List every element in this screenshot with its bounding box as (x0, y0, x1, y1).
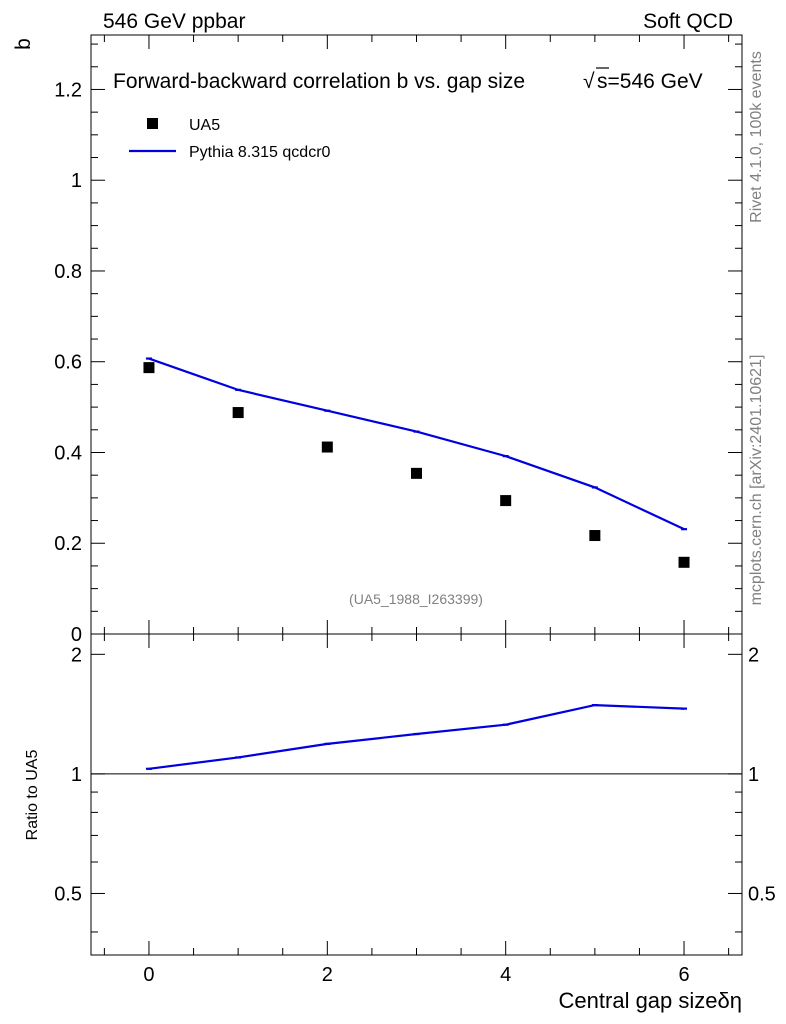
pythia-series (145, 357, 688, 531)
ratio-y-tick-label-right-1: 1 (748, 764, 759, 786)
y-tick-label-0.4: 0.4 (54, 442, 82, 464)
ratio-y-tick-label-right-2: 2 (748, 644, 759, 666)
x-axis-label-text: Central gap size (559, 988, 718, 1013)
x-tick-label-2: 2 (322, 964, 333, 986)
y-tick-label-0: 0 (71, 624, 82, 646)
rivet-version-label: Rivet 4.1.0, 100k events (748, 51, 765, 223)
ua5-point (143, 362, 155, 374)
pythia-line (148, 357, 685, 531)
header-left-label: 546 GeV ppbar (103, 10, 245, 33)
analysis-watermark: (UA5_1988_I263399) (349, 591, 483, 607)
ua5-point (411, 467, 422, 479)
chart-title-energy: s=546 GeV (597, 70, 703, 93)
ratio-series (145, 703, 688, 770)
ratio-y-tick-label-1: 1 (71, 764, 82, 786)
sqrt-sign: √ (583, 70, 595, 93)
chart-title-text: Forward-backward correlation b vs. gap s… (113, 70, 525, 93)
ua5-point (589, 530, 601, 542)
y-tick-label-0.8: 0.8 (54, 261, 82, 283)
ua5-point (232, 407, 244, 419)
main-y-axis-label: b (12, 38, 35, 50)
x-axis-label-symbol: δη (718, 988, 742, 1013)
y-tick-label-1: 1 (71, 170, 82, 192)
mcplots-label: mcplots.cern.ch [arXiv:2401.10621] (748, 355, 765, 606)
x-tick-label-4: 4 (500, 964, 511, 986)
ua5-series (143, 362, 690, 568)
chart-title: Forward-backward correlation b vs. gap s… (113, 70, 525, 93)
x-axis-label: Central gap sizeδη (559, 988, 742, 1013)
ratio-y-tick-label-2: 2 (71, 644, 82, 666)
y-tick-label-0.2: 0.2 (54, 533, 82, 555)
legend-label-pythia: Pythia 8.315 qcdcr0 (189, 144, 331, 161)
ratio-plot-frame (90, 633, 743, 956)
ratio-axis-ticks (91, 634, 742, 955)
ratio-line (148, 703, 685, 770)
ua5-point (678, 556, 690, 568)
y-tick-label-1.2: 1.2 (54, 79, 82, 101)
legend-marker-ua5 (147, 118, 158, 129)
ratio-y-axis-label: Ratio to UA5 (24, 750, 41, 841)
ua5-point (321, 441, 333, 453)
ua5-point (500, 495, 512, 507)
header-right-label: Soft QCD (643, 10, 733, 33)
ratio-y-tick-label-right-0.5: 0.5 (748, 883, 776, 905)
x-tick-label-6: 6 (678, 964, 689, 986)
y-tick-label-0.6: 0.6 (54, 352, 82, 374)
main-axis-ticks (91, 35, 742, 635)
legend-label-ua5: UA5 (189, 117, 220, 134)
ratio-y-tick-label-0.5: 0.5 (54, 883, 82, 905)
x-tick-label-0: 0 (143, 964, 154, 986)
